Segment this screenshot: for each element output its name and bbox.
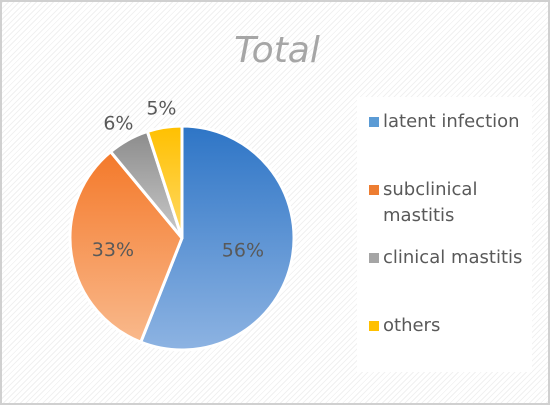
legend-swatch-others	[369, 321, 379, 331]
legend-item-clinical-mastitis: clinical mastitis	[369, 245, 537, 271]
legend-swatch-latent-infection	[369, 117, 379, 127]
legend-item-latent-infection: latent infection	[369, 109, 537, 135]
chart-title: Total	[234, 30, 320, 71]
data-label-clinical-mastitis: 6%	[103, 112, 133, 134]
legend-label-clinical-mastitis: clinical mastitis	[383, 247, 523, 268]
legend-swatch-clinical-mastitis	[369, 253, 379, 263]
legend-swatch-subclinical-mastitis	[369, 185, 379, 195]
legend-label-subclinical-mastitis: subclinical mastitis	[383, 179, 478, 226]
data-label-subclinical-mastitis: 33%	[92, 239, 134, 261]
pie-slice-latent-infection	[139, 124, 296, 352]
data-label-latent-infection: 56%	[222, 240, 264, 262]
legend-item-others: others	[369, 313, 537, 339]
legend-label-latent-infection: latent infection	[383, 111, 520, 132]
legend-item-subclinical-mastitis: subclinical mastitis	[369, 177, 537, 229]
data-label-others: 5%	[146, 98, 176, 120]
pie-slice-others	[145, 124, 184, 240]
legend: latent infection subclinical mastitis cl…	[357, 97, 532, 372]
legend-label-others: others	[383, 315, 441, 336]
pie-slice-subclinical-mastitis	[68, 150, 184, 344]
